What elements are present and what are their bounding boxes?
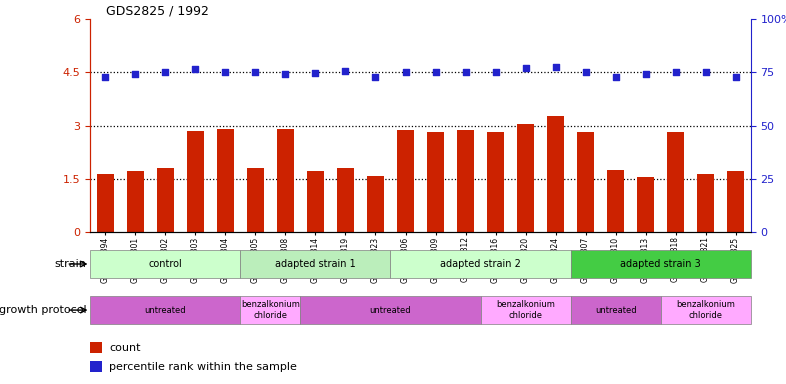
Bar <box>90 296 241 324</box>
Text: GDS2825 / 1992: GDS2825 / 1992 <box>106 4 209 17</box>
Bar <box>571 250 751 278</box>
Bar <box>608 170 624 232</box>
Bar <box>337 168 354 232</box>
Bar <box>517 124 534 232</box>
Bar <box>248 168 264 232</box>
Text: untreated: untreated <box>369 306 411 314</box>
Point <box>309 70 321 76</box>
Point <box>399 69 412 75</box>
Bar <box>457 130 474 232</box>
Point <box>340 68 352 74</box>
Bar <box>90 361 102 372</box>
Point <box>99 74 112 80</box>
Bar <box>300 296 480 324</box>
Bar <box>307 171 324 232</box>
Point <box>700 70 712 76</box>
Point <box>219 69 232 75</box>
Text: benzalkonium
chloride: benzalkonium chloride <box>496 300 555 320</box>
Bar <box>547 116 564 232</box>
Point <box>369 74 382 80</box>
Bar <box>667 132 684 232</box>
Point <box>489 69 501 75</box>
Bar <box>727 171 744 232</box>
Point <box>639 71 652 77</box>
Bar <box>127 171 144 232</box>
Text: count: count <box>109 343 141 353</box>
Text: benzalkonium
chloride: benzalkonium chloride <box>676 300 735 320</box>
Text: control: control <box>149 259 182 269</box>
Bar <box>90 342 102 353</box>
Bar <box>97 174 114 232</box>
Point <box>159 70 171 76</box>
Bar <box>697 174 714 232</box>
Text: adapted strain 1: adapted strain 1 <box>275 259 356 269</box>
Text: adapted strain 2: adapted strain 2 <box>440 259 521 269</box>
Bar <box>367 176 384 232</box>
Bar <box>578 132 594 232</box>
Bar <box>241 250 391 278</box>
Text: strain: strain <box>54 259 86 269</box>
Bar <box>428 132 444 232</box>
Text: untreated: untreated <box>595 306 637 314</box>
Point <box>129 71 141 77</box>
Bar <box>391 250 571 278</box>
Point <box>549 64 562 70</box>
Point <box>729 74 742 80</box>
Text: growth protocol: growth protocol <box>0 305 86 315</box>
Bar <box>217 129 233 232</box>
Bar <box>277 129 294 232</box>
Text: percentile rank within the sample: percentile rank within the sample <box>109 362 297 372</box>
Point <box>609 74 622 80</box>
Point <box>429 69 442 75</box>
Point <box>579 70 592 76</box>
Bar <box>157 168 174 232</box>
Point <box>459 70 472 76</box>
Point <box>189 66 202 72</box>
Bar <box>187 131 204 232</box>
Point <box>249 70 262 76</box>
Bar <box>660 296 751 324</box>
Bar <box>241 296 300 324</box>
Bar <box>397 130 413 232</box>
Point <box>670 69 682 75</box>
Point <box>279 71 292 77</box>
Bar <box>480 296 571 324</box>
Bar <box>90 250 241 278</box>
Bar <box>571 296 660 324</box>
Text: untreated: untreated <box>145 306 186 314</box>
Text: adapted strain 3: adapted strain 3 <box>620 259 701 269</box>
Bar <box>487 132 504 232</box>
Text: benzalkonium
chloride: benzalkonium chloride <box>241 300 300 320</box>
Point <box>520 65 532 71</box>
Bar <box>637 177 654 232</box>
